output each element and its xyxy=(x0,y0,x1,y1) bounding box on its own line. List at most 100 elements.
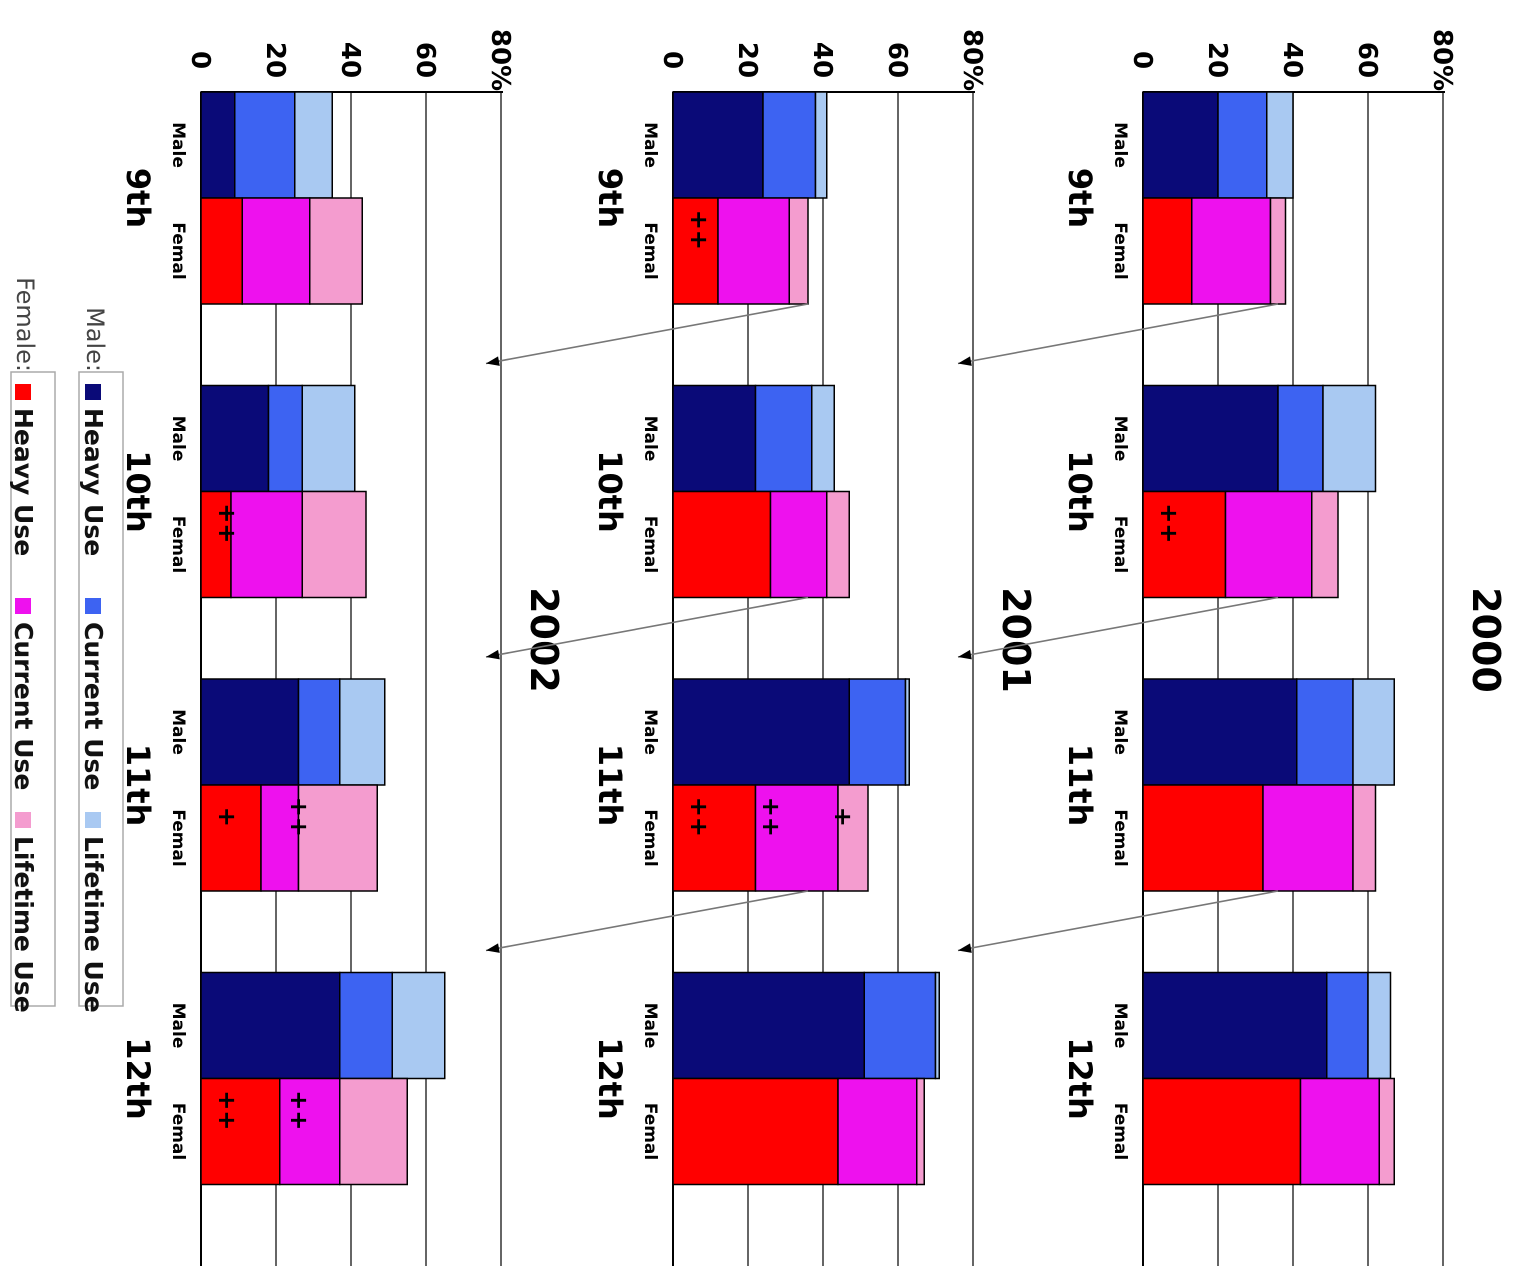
bar-female-heavy-12th xyxy=(1142,1077,1302,1186)
bar-female-current-11th xyxy=(1262,784,1354,892)
gender-label: Femal xyxy=(640,1103,660,1160)
y-tick-label: 0 xyxy=(1127,51,1157,69)
bar-male-heavy-9th xyxy=(672,91,764,199)
legend-entry-label: Current Use xyxy=(9,622,38,790)
bar-male-heavy-10th xyxy=(1142,384,1279,493)
gender-label: Femal xyxy=(640,809,660,866)
bar-male-current-12th xyxy=(863,971,937,1080)
legend-swatch xyxy=(15,598,31,614)
significance-marker: + xyxy=(829,807,857,827)
bar-male-heavy-12th xyxy=(200,971,341,1080)
legend-entry-label: Current Use xyxy=(79,622,108,790)
cohort-arrow xyxy=(957,890,1279,952)
bar-male-heavy-11th xyxy=(1142,678,1298,786)
bar-female-heavy-11th xyxy=(1142,784,1264,892)
y-tick-label: 0 xyxy=(657,51,687,69)
legend-swatch xyxy=(85,812,101,828)
bar-male-current-11th xyxy=(1296,678,1354,786)
significance-marker: ++ xyxy=(1155,503,1183,543)
bar-male-heavy-9th xyxy=(1142,91,1219,199)
bar-female-lifetime-12th xyxy=(339,1077,408,1186)
legend-entry-label: Heavy Use xyxy=(9,408,38,556)
bar-male-current-9th xyxy=(1217,91,1268,199)
chart-panel-2001: 2001 0 20 40 60 80% Male Femal 9th Male Femal 10th M… xyxy=(591,29,1038,1266)
y-tick-label: 0 xyxy=(185,51,215,69)
gender-label: Femal xyxy=(1110,809,1130,866)
legend-box xyxy=(78,371,124,1007)
grade-label: 9th xyxy=(119,168,157,228)
y-tick-label: 40 xyxy=(335,42,365,78)
grade-label: 12th xyxy=(591,1037,629,1120)
bar-female-current-9th xyxy=(717,197,790,305)
y-tick-label: 20 xyxy=(732,42,762,78)
cohort-arrowhead xyxy=(486,356,500,366)
bar-male-current-12th xyxy=(339,971,393,1080)
chart-panel-2002: 2002 0 20 40 60 80% Male Femal 9th Male Femal 10th M… xyxy=(119,29,566,1266)
bar-female-lifetime-12th xyxy=(1378,1077,1395,1186)
bar-male-current-12th xyxy=(1326,971,1369,1080)
bar-female-lifetime-9th xyxy=(1269,197,1287,305)
bar-female-heavy-10th xyxy=(672,490,772,599)
significance-marker: + xyxy=(213,807,241,827)
cohort-arrow xyxy=(485,303,809,365)
grade-label: 11th xyxy=(119,744,157,827)
y-tick-label: 80% xyxy=(485,29,515,91)
legend-swatch xyxy=(85,384,101,400)
bar-female-lifetime-10th xyxy=(301,490,367,599)
grade-label: 10th xyxy=(1061,450,1099,533)
grade-label: 12th xyxy=(119,1037,157,1120)
bar-male-heavy-9th xyxy=(200,91,236,199)
bar-female-heavy-11th xyxy=(200,784,262,892)
cohort-arrow xyxy=(957,303,1279,365)
y-tick-label: 60 xyxy=(882,42,912,78)
gender-label: Femal xyxy=(168,809,188,866)
gender-label: Male xyxy=(168,1003,188,1049)
grade-label: 11th xyxy=(1061,744,1099,827)
gender-label: Femal xyxy=(1110,516,1130,573)
significance-marker: ++ xyxy=(685,797,713,837)
legend-swatch xyxy=(85,598,101,614)
y-tick-label: 40 xyxy=(1277,42,1307,78)
grade-label: 11th xyxy=(591,744,629,827)
gender-label: Femal xyxy=(168,516,188,573)
bar-male-current-9th xyxy=(234,91,296,199)
bar-male-heavy-10th xyxy=(200,384,270,493)
bar-male-current-10th xyxy=(754,384,813,493)
panel-title: 2001 xyxy=(994,587,1038,693)
y-tick-label: 40 xyxy=(807,42,837,78)
bar-male-lifetime-12th xyxy=(391,971,446,1080)
significance-marker: ++ xyxy=(285,1090,313,1130)
gender-label: Male xyxy=(1110,416,1130,462)
significance-marker: ++ xyxy=(213,1090,241,1130)
cohort-arrowhead xyxy=(486,649,500,660)
bar-male-current-11th xyxy=(848,678,907,786)
gender-label: Male xyxy=(1110,1003,1130,1049)
bar-male-lifetime-9th xyxy=(814,91,828,199)
gender-label: Femal xyxy=(1110,222,1130,279)
gender-label: Male xyxy=(640,416,660,462)
chart-panel-2000: 2000 0 20 40 60 80% Male Femal 9th Male Femal 10th M… xyxy=(1061,29,1508,1266)
bar-male-heavy-12th xyxy=(672,971,865,1080)
gender-label: Femal xyxy=(640,222,660,279)
bar-female-current-12th xyxy=(837,1077,918,1186)
bar-female-current-9th xyxy=(241,197,311,305)
bar-female-lifetime-11th xyxy=(837,784,869,892)
cohort-arrow xyxy=(485,890,809,952)
legend-female-label: Female: xyxy=(11,277,39,372)
bar-female-lifetime-12th xyxy=(916,1077,925,1186)
cohort-arrow xyxy=(957,596,1279,658)
bar-female-current-10th xyxy=(769,490,828,599)
legend-entry-label: Lifetime Use xyxy=(79,836,108,1013)
y-tick-label: 60 xyxy=(1352,42,1382,78)
bar-male-heavy-11th xyxy=(200,678,300,786)
significance-marker: ++ xyxy=(285,797,313,837)
bar-male-current-10th xyxy=(1277,384,1324,493)
bar-female-current-12th xyxy=(1299,1077,1380,1186)
significance-marker: ++ xyxy=(757,797,785,837)
panel-title: 2000 xyxy=(1464,587,1508,693)
bar-male-current-11th xyxy=(297,678,341,786)
bar-female-lifetime-9th xyxy=(309,197,363,305)
cohort-arrow xyxy=(485,596,809,658)
bar-male-current-10th xyxy=(267,384,303,493)
bar-male-lifetime-12th xyxy=(934,971,940,1080)
